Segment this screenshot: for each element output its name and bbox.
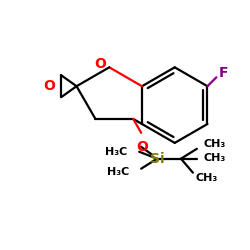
Text: Si: Si: [150, 152, 164, 166]
Text: O: O: [136, 140, 148, 154]
Text: H₃C: H₃C: [107, 167, 129, 177]
Text: H₃C: H₃C: [105, 147, 127, 157]
Text: O: O: [43, 79, 55, 93]
Text: O: O: [94, 57, 106, 71]
Text: F: F: [218, 66, 228, 80]
Text: CH₃: CH₃: [204, 153, 226, 163]
Text: CH₃: CH₃: [204, 139, 226, 149]
Text: CH₃: CH₃: [196, 172, 218, 182]
